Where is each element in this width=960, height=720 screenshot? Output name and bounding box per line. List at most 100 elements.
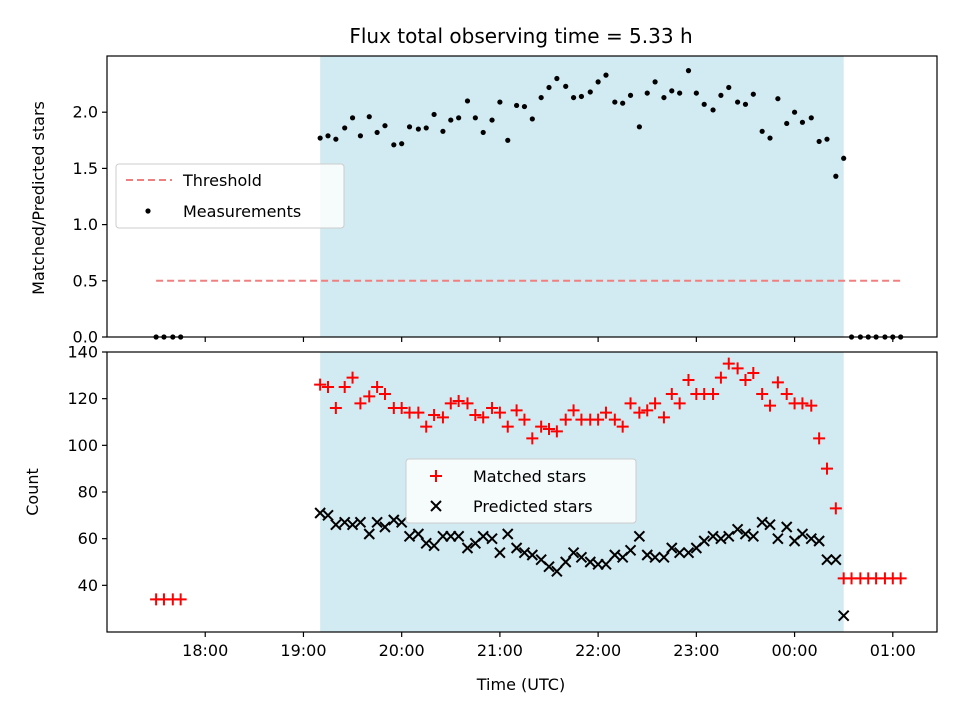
measurements-legend-label: Measurements xyxy=(183,202,301,221)
bottom-x-ticks: 18:00 19:00 20:00 21:00 22:00 23:00 00:00 01:00 xyxy=(182,632,916,660)
matched-star-point xyxy=(780,388,793,400)
predicted-star-point xyxy=(830,553,842,566)
predicted-star-point xyxy=(510,542,523,554)
predicted-star-point xyxy=(379,521,391,533)
predicted-star-point xyxy=(666,542,678,554)
matched-star-point xyxy=(624,397,637,410)
measurement-point xyxy=(456,115,462,121)
matched-star-point xyxy=(559,413,572,426)
matched-star-point xyxy=(420,420,433,433)
predicted-stars-series xyxy=(314,507,850,622)
predicted-star-point xyxy=(821,553,833,566)
measurement-point xyxy=(784,120,790,127)
predicted-star-point xyxy=(567,546,580,559)
predicted-star-point xyxy=(658,551,670,564)
measurement-point xyxy=(382,123,388,129)
matched-star-point xyxy=(363,390,376,403)
measurement-point xyxy=(595,79,601,85)
matched-star-point xyxy=(436,411,449,424)
matched-star-point xyxy=(314,378,327,391)
threshold-legend-label: Threshold xyxy=(182,171,262,190)
predicted-star-point xyxy=(739,528,752,540)
x-tick-label: 23:00 xyxy=(673,641,719,660)
predicted-star-point xyxy=(461,542,474,554)
measurement-point xyxy=(620,100,626,106)
predicted-star-point xyxy=(707,530,719,543)
predicted-star-point xyxy=(641,549,653,561)
y-tick-label: 80 xyxy=(78,483,98,502)
predicted-star-point xyxy=(633,530,646,543)
matched-star-point xyxy=(894,572,907,585)
measurement-point xyxy=(710,107,716,113)
predicted-star-point xyxy=(723,530,735,543)
predicted-star-point xyxy=(403,530,416,543)
measurement-point xyxy=(440,128,446,134)
top-panel-frame xyxy=(106,55,938,338)
measurement-point xyxy=(391,142,397,148)
predicted-star-point xyxy=(698,535,710,547)
x-tick-label: 21:00 xyxy=(477,641,523,660)
measurement-point xyxy=(742,101,749,107)
predicted-star-point xyxy=(772,532,784,545)
predicted-star-point xyxy=(837,609,850,622)
y-tick-label: 120 xyxy=(67,389,98,408)
matched-star-point xyxy=(493,406,506,419)
matched-star-point xyxy=(338,381,351,393)
matched-star-point xyxy=(649,397,662,410)
bottom-panel: 40 60 80 100 120 140 18:00 19:00 20:00 21:00 22:0… xyxy=(23,343,938,694)
y-tick-label: 2.0 xyxy=(73,103,98,122)
predicted-star-point xyxy=(756,516,768,529)
predicted-star-point xyxy=(813,535,825,547)
measurement-point xyxy=(735,99,741,105)
matched-star-point xyxy=(526,432,539,445)
predicted-star-point xyxy=(486,532,498,545)
measurement-point xyxy=(661,94,667,101)
matched-star-point xyxy=(616,420,629,433)
matched-star-point xyxy=(731,362,744,375)
measurement-point xyxy=(726,84,732,91)
predicted-star-point xyxy=(781,521,793,533)
matched-star-point xyxy=(771,376,784,389)
y-tick-label: 1.5 xyxy=(73,159,98,178)
measurement-point xyxy=(636,124,642,130)
predicted-star-point xyxy=(805,532,817,545)
predicted-star-point xyxy=(624,544,637,557)
predicted-star-point xyxy=(673,546,686,559)
measurement-point xyxy=(464,98,471,104)
top-panel: 0.00.51.01.52.0 Matched/Predicted stars … xyxy=(29,55,938,347)
measurement-point xyxy=(816,138,822,145)
measurement-point xyxy=(366,114,372,120)
predicted-star-point xyxy=(428,539,440,552)
measurement-point xyxy=(333,136,339,142)
y-tick-label: 100 xyxy=(67,436,98,455)
matched-star-point xyxy=(682,374,695,386)
matched-star-point xyxy=(444,397,457,410)
x-tick-label: 18:00 xyxy=(182,641,228,660)
measurement-point xyxy=(669,88,675,94)
matched-star-point xyxy=(714,371,727,384)
measurement-point xyxy=(775,96,781,102)
measurement-point xyxy=(357,133,364,139)
measurement-point xyxy=(563,83,569,89)
matched-star-point xyxy=(535,420,548,433)
measurement-point xyxy=(627,92,634,98)
measurement-point xyxy=(317,135,323,141)
matched-star-point xyxy=(592,413,605,426)
measurement-point xyxy=(791,109,798,115)
matched-star-point xyxy=(796,397,809,410)
bottom-y-axis-label: Count xyxy=(23,468,42,516)
y-tick-label: 60 xyxy=(78,529,98,548)
measurement-point xyxy=(587,89,593,95)
predicted-star-point xyxy=(584,556,596,568)
y-tick-label: 140 xyxy=(67,343,98,362)
matched-star-point xyxy=(412,406,425,419)
matched-star-point xyxy=(599,406,612,419)
measurement-point xyxy=(718,92,724,98)
measurement-point xyxy=(677,90,683,96)
matched-star-point xyxy=(764,399,777,412)
predicted-star-point xyxy=(551,565,563,578)
measurement-point xyxy=(480,129,486,136)
predicted-star-point xyxy=(796,528,809,540)
measurement-point xyxy=(578,93,585,100)
